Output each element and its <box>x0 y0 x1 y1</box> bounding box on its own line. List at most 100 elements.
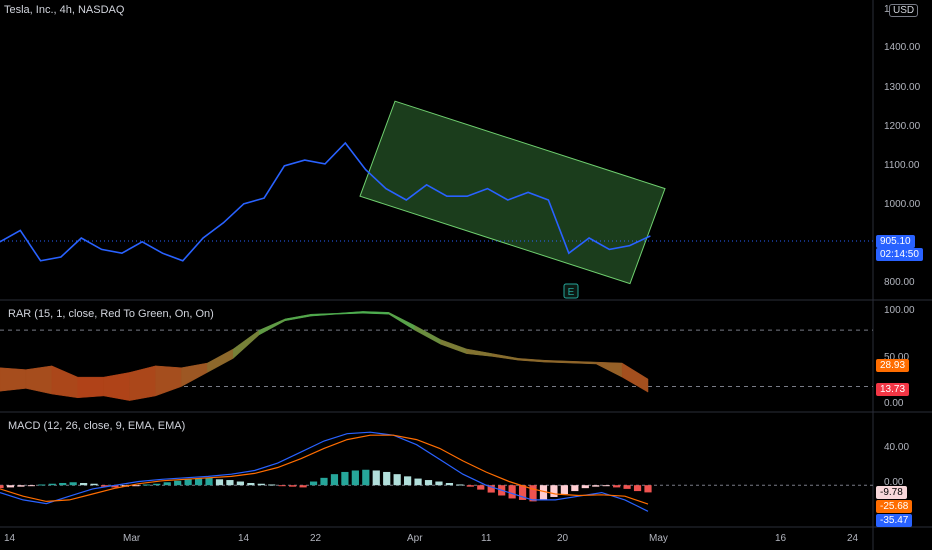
macd-histogram-bar <box>17 485 25 487</box>
price-point <box>385 188 387 190</box>
macd-histogram-bar <box>278 485 286 487</box>
current-price-tag: 905.10 <box>876 235 915 248</box>
price-tick-1100: 1100.00 <box>884 160 920 171</box>
macd-tick-40: 40.00 <box>884 442 910 453</box>
macd-histogram-bar <box>163 482 171 486</box>
rar-band-segment <box>440 339 467 355</box>
rar-indicator-label[interactable]: RAR (15, 1, close, Red To Green, On, On) <box>8 308 214 320</box>
price-point <box>568 252 570 254</box>
macd-histogram-bar <box>59 482 67 486</box>
price-point <box>283 165 285 167</box>
price-point <box>121 252 123 254</box>
rar-band-segment <box>621 362 649 393</box>
rar-band-segment <box>569 360 597 365</box>
macd-histogram-bar <box>602 485 610 487</box>
price-point <box>588 237 590 239</box>
time-tick-14-mar: 14 <box>238 533 250 544</box>
macd-indicator-label[interactable]: MACD (12, 26, close, 9, EMA, EMA) <box>8 420 186 432</box>
macd-line <box>0 431 649 512</box>
macd-histogram-bar <box>341 471 349 486</box>
macd-histogram-bar <box>330 474 339 486</box>
macd-histogram-bar <box>48 483 56 486</box>
macd-histogram-bar <box>592 485 600 487</box>
price-point <box>100 248 103 250</box>
time-tick-11: 11 <box>481 533 492 544</box>
macd-histogram-bar <box>80 482 88 486</box>
macd-histogram-bar <box>466 485 474 487</box>
price-point <box>425 184 428 186</box>
rar-band-segment <box>233 329 260 359</box>
rar-band-segment <box>0 367 27 392</box>
macd-histogram-bar <box>289 485 297 487</box>
macd-histogram-bar <box>174 480 182 486</box>
price-point <box>19 229 21 231</box>
rar-band-segment <box>77 376 104 399</box>
price-point <box>466 195 468 197</box>
price-point <box>608 248 610 250</box>
currency-badge[interactable]: USD <box>889 4 919 17</box>
price-point <box>344 142 346 144</box>
macd-histogram-bar <box>571 485 579 492</box>
price-point <box>0 241 1 243</box>
macd-histogram-bar <box>6 485 15 488</box>
rar-tick-50: 50.00 <box>884 352 910 363</box>
rar-band-segment <box>518 358 545 363</box>
rar-band-segment <box>25 365 53 395</box>
rar-band-segment <box>284 313 312 322</box>
macd-histogram-bar <box>299 485 307 488</box>
rar-band-segment <box>310 313 338 317</box>
price-point <box>324 163 326 165</box>
rar-band-segment <box>595 361 623 378</box>
rar-band-segment <box>492 353 519 361</box>
macd-histogram-bar <box>529 485 537 502</box>
macd-histogram-bar <box>477 485 485 490</box>
macd-histogram-bar <box>111 485 119 488</box>
rar-fast-value-tag: 28.93 <box>876 359 910 372</box>
price-point <box>80 237 82 239</box>
macd-histogram-bar <box>351 470 359 486</box>
macd-histogram-bar <box>487 485 495 493</box>
macd-line-value-tag: -35.47 <box>876 514 913 527</box>
price-point <box>507 199 509 201</box>
signal-line <box>0 434 649 505</box>
price-point <box>446 195 448 197</box>
macd-histogram-bar <box>644 485 652 493</box>
descending-channel <box>359 100 666 285</box>
macd-histogram-bar <box>268 484 276 486</box>
macd-tick-0: 0.00 <box>884 477 904 488</box>
macd-histogram-bar <box>560 485 568 495</box>
rar-band-segment <box>155 365 182 397</box>
macd-histogram-bar <box>257 483 265 486</box>
macd-histogram-bar <box>100 485 109 487</box>
macd-histogram-bar <box>38 484 46 486</box>
macd-histogram-bar <box>153 483 161 486</box>
macd-histogram-bar <box>508 485 516 499</box>
macd-histogram-bar <box>132 485 140 487</box>
macd-hist-value-tag: -9.78 <box>876 486 907 499</box>
price-point <box>161 252 164 254</box>
price-point <box>527 191 529 193</box>
macd-histogram-bar <box>518 485 527 500</box>
price-point <box>222 222 225 224</box>
time-tick-22: 22 <box>310 533 322 544</box>
countdown-tag: 02:14:50 <box>876 248 923 261</box>
price-tick-800: 800.00 <box>884 277 915 288</box>
macd-histogram-bar <box>184 479 192 486</box>
macd-histogram-bar <box>226 480 234 486</box>
rar-band-segment <box>51 365 79 399</box>
macd-histogram-bar <box>205 477 213 486</box>
rar-band-segment <box>414 325 441 345</box>
macd-histogram-bar <box>550 485 558 497</box>
macd-histogram-bar <box>581 485 589 489</box>
macd-histogram-bar <box>456 484 464 486</box>
price-point <box>202 237 204 239</box>
price-tick-1200: 1200.00 <box>884 121 921 132</box>
macd-histogram-bar <box>383 471 391 486</box>
price-point <box>486 188 489 190</box>
price-point <box>405 199 407 201</box>
macd-histogram-bar <box>69 482 77 486</box>
rar-band-segment <box>544 359 571 364</box>
time-tick-16: 16 <box>775 533 787 544</box>
macd-histogram-bar <box>194 478 203 486</box>
